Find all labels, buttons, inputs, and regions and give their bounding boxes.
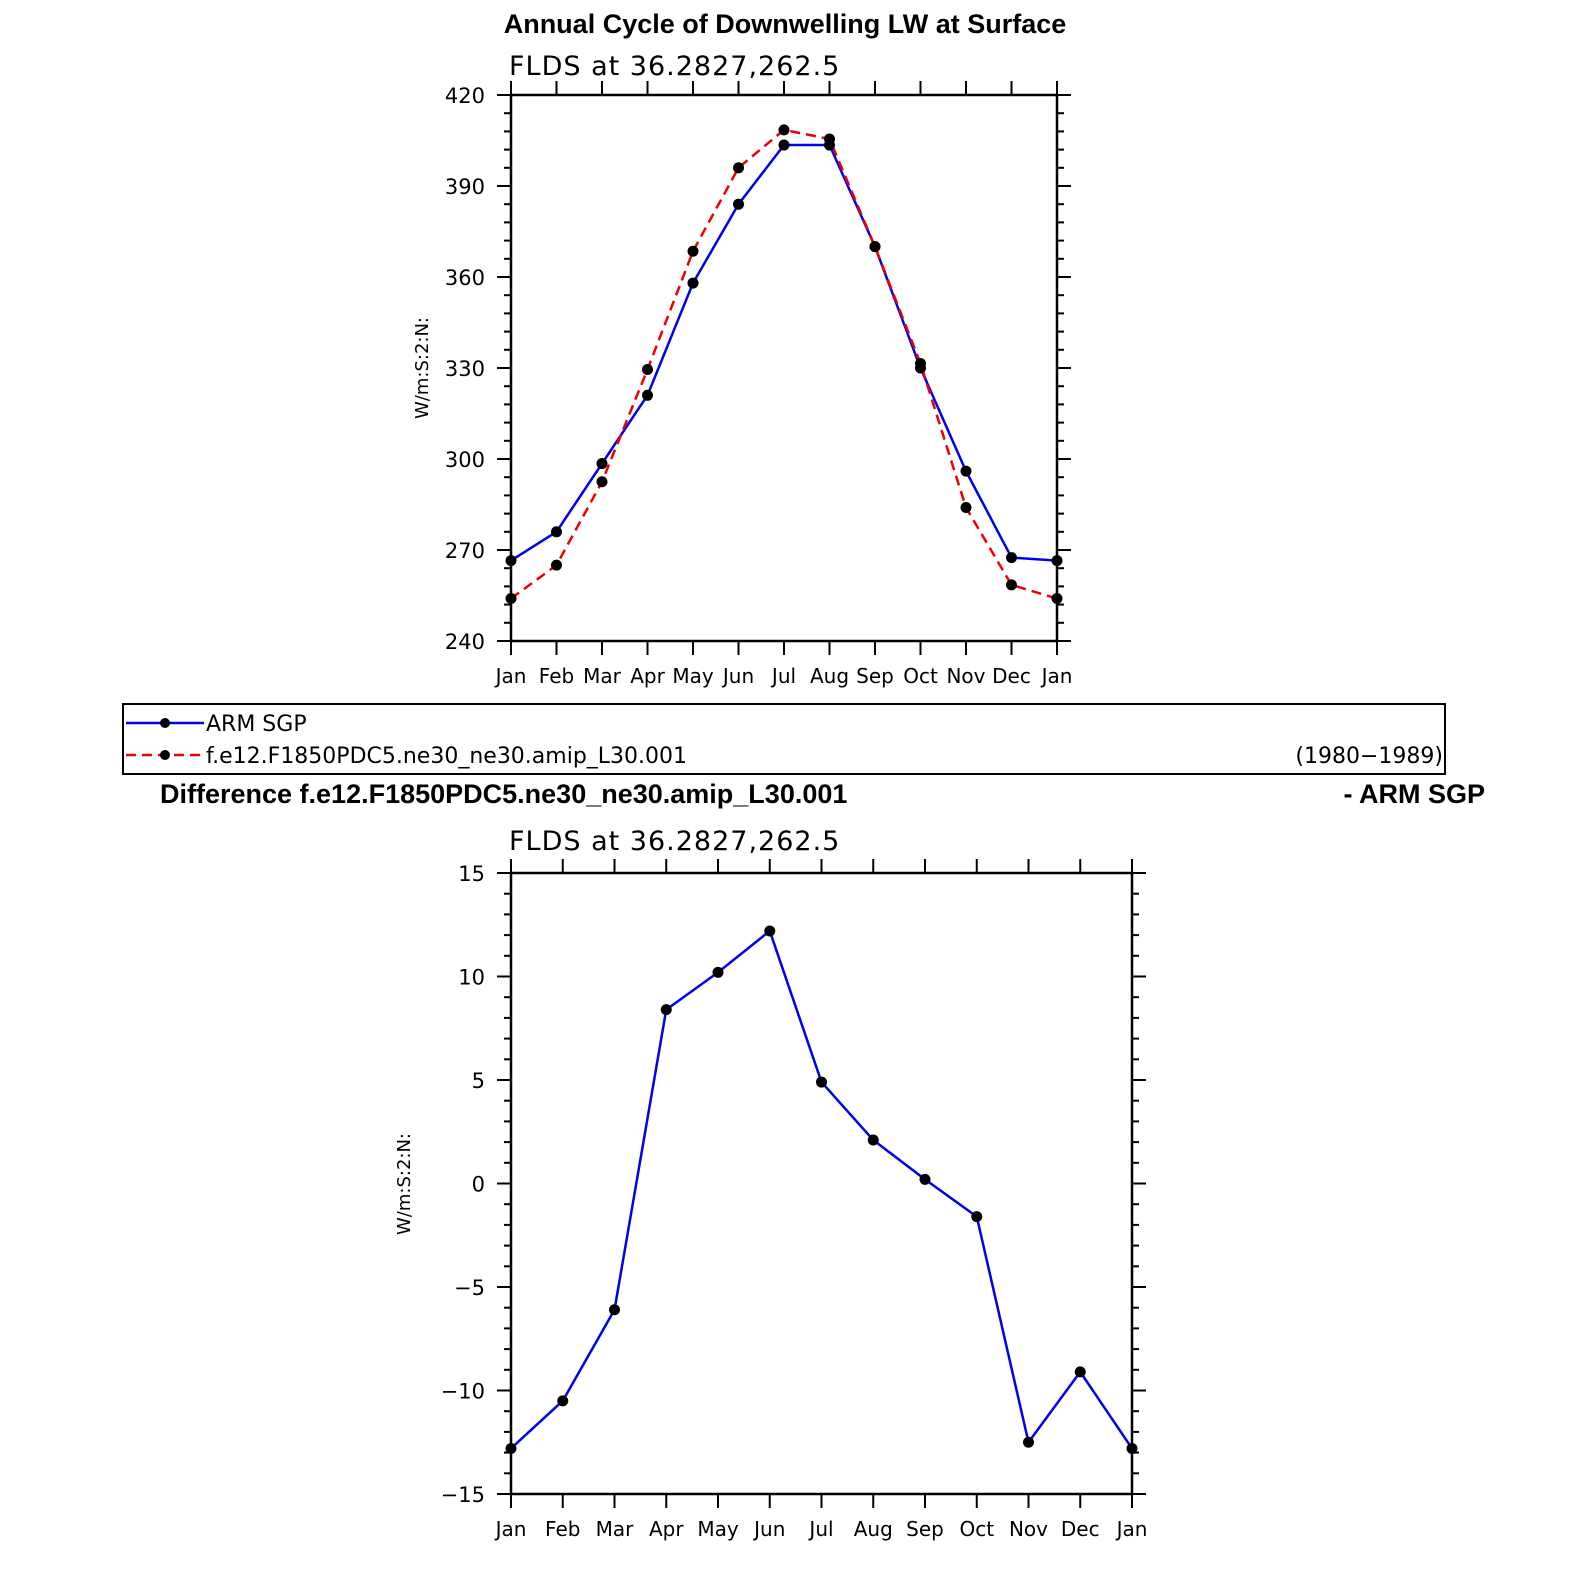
top-chart-data-point bbox=[642, 364, 653, 376]
top-chart-data-point bbox=[824, 133, 835, 145]
legend-period: (1980−1989) bbox=[1295, 744, 1443, 769]
top-chart-data-point bbox=[596, 458, 608, 470]
diff-chart-title-left: Difference f.e12.F1850PDC5.ne30_ne30.ami… bbox=[160, 779, 847, 809]
top-chart-data-point bbox=[960, 465, 972, 477]
top-chart-xtick-label: Dec bbox=[992, 664, 1031, 688]
top-chart-xtick-label: Sep bbox=[856, 664, 894, 688]
diff-chart-data-point bbox=[1074, 1366, 1086, 1378]
top-chart-data-point bbox=[915, 357, 926, 369]
top-chart-xtick-label: Jul bbox=[770, 664, 796, 688]
top-chart-xtick-label: Jan bbox=[494, 664, 527, 688]
top-chart-ytick-label: 300 bbox=[445, 448, 485, 472]
legend-frame bbox=[122, 703, 1446, 775]
diff-chart-data-point bbox=[764, 925, 776, 937]
diff-chart-data-point bbox=[712, 966, 724, 978]
top-chart-ytick-label: 240 bbox=[445, 630, 485, 654]
top-chart-data-point bbox=[960, 502, 972, 514]
top-chart-xtick-label: Jun bbox=[721, 664, 754, 688]
top-chart-ytick-label: 270 bbox=[445, 539, 485, 563]
diff-chart-xtick-label: Sep bbox=[906, 1517, 944, 1541]
diff-chart-xtick-label: Jun bbox=[752, 1517, 785, 1541]
diff-chart-data-point bbox=[816, 1076, 827, 1088]
diff-chart-ytick-label: 10 bbox=[458, 966, 485, 990]
diff-chart-xtick-label: Feb bbox=[545, 1517, 580, 1541]
top-chart-data-point bbox=[1051, 555, 1063, 567]
top-chart-xtick-label: Apr bbox=[630, 664, 665, 688]
diff-chart-ytick-label: −5 bbox=[454, 1276, 485, 1300]
top-chart-xtick-label: Feb bbox=[539, 664, 574, 688]
diff-chart-data-point bbox=[557, 1395, 569, 1407]
diff-chart-frame bbox=[509, 871, 1134, 1496]
top-chart-xtick-label: Aug bbox=[810, 664, 849, 688]
diff-chart-data-point bbox=[867, 1134, 879, 1146]
diff-chart-xtick-label: Jan bbox=[494, 1517, 527, 1541]
diff-chart-xtick-label: Nov bbox=[1009, 1517, 1048, 1541]
diff-chart-data-point bbox=[609, 1304, 620, 1316]
diff-chart-ytick-label: 5 bbox=[472, 1069, 485, 1093]
diff-chart-series-line-0 bbox=[510, 929, 1134, 1450]
legend-model-label: f.e12.F1850PDC5.ne30_ne30.amip_L30.001 bbox=[206, 744, 687, 769]
top-chart-data-point bbox=[778, 139, 790, 151]
top-chart-data-point bbox=[1006, 579, 1017, 591]
diff-chart-xtick-label: May bbox=[697, 1517, 739, 1541]
top-chart-frame bbox=[509, 93, 1059, 643]
diff-chart-xtick-label: Jul bbox=[807, 1517, 833, 1541]
diff-chart-xtick-label: Dec bbox=[1061, 1517, 1100, 1541]
diff-chart-title-right: - ARM SGP bbox=[1344, 779, 1486, 809]
top-chart-data-point bbox=[869, 241, 881, 253]
diff-chart-ytick-label: 15 bbox=[458, 862, 485, 886]
top-chart-data-point bbox=[687, 277, 699, 289]
top-chart-xtick-label: May bbox=[672, 664, 714, 688]
top-chart-data-point bbox=[778, 124, 790, 136]
diff-chart-xtick-label: Jan bbox=[1115, 1517, 1148, 1541]
diff-chart-xtick-label: Apr bbox=[649, 1517, 684, 1541]
diff-chart-xtick-label: Mar bbox=[596, 1517, 635, 1541]
top-chart-data-point bbox=[733, 162, 744, 174]
top-chart-xtick-label: Jan bbox=[1040, 664, 1073, 688]
legend-obs-label: ARM SGP bbox=[206, 712, 307, 737]
diff-chart-data-point bbox=[971, 1211, 983, 1223]
top-chart-xtick-label: Oct bbox=[903, 664, 938, 688]
legend-obs-marker bbox=[160, 718, 170, 728]
diff-chart-data-point bbox=[919, 1173, 931, 1185]
legend-model-marker bbox=[160, 750, 170, 760]
top-chart-ytick-label: 360 bbox=[445, 266, 485, 290]
diff-chart-data-point bbox=[505, 1442, 517, 1454]
top-chart-ylabel: W/m:S:2:N: bbox=[412, 317, 433, 419]
top-chart-data-point bbox=[642, 389, 653, 401]
top-chart-title: Annual Cycle of Downwelling LW at Surfac… bbox=[504, 9, 1067, 39]
top-chart-xtick-label: Mar bbox=[583, 664, 622, 688]
top-chart-subtitle: FLDS at 36.2827,262.5 bbox=[509, 51, 840, 82]
top-chart-data-point bbox=[505, 555, 517, 567]
top-chart-data-point bbox=[505, 593, 517, 605]
diff-chart-xtick-label: Aug bbox=[854, 1517, 893, 1541]
top-chart-ytick-label: 330 bbox=[445, 357, 485, 381]
top-chart-data-point bbox=[551, 526, 562, 538]
top-chart-data-point bbox=[687, 245, 699, 257]
diff-chart-data-point bbox=[1023, 1436, 1034, 1448]
top-chart-data-point bbox=[551, 559, 562, 571]
diff-chart-plot: −15 −10 −5 0 5 10 15 Jan Feb Mar Apr May Jun Jul Aug Se… bbox=[441, 859, 1148, 1541]
top-chart-ytick-label: 390 bbox=[445, 175, 485, 199]
diff-chart-ytick-label: −15 bbox=[441, 1483, 485, 1507]
diff-chart-ytick-label: −10 bbox=[441, 1380, 485, 1404]
top-chart-data-point bbox=[596, 476, 608, 488]
diff-chart-ytick-label: 0 bbox=[472, 1173, 485, 1197]
top-chart-plot: 240 270 300 330 360 390 420 Jan Feb Mar Apr May Jun J… bbox=[445, 81, 1073, 688]
diff-chart-ylabel: W/m:S:2:N: bbox=[394, 1133, 415, 1235]
diff-chart-xtick-label: Oct bbox=[959, 1517, 994, 1541]
diff-chart-subtitle: FLDS at 36.2827,262.5 bbox=[509, 826, 840, 857]
top-chart-series-line-1 bbox=[510, 128, 1058, 600]
top-chart-ytick-label: 420 bbox=[445, 84, 485, 108]
top-chart-data-point bbox=[1051, 593, 1063, 605]
top-chart-xtick-label: Nov bbox=[946, 664, 985, 688]
legend: ARM SGP f.e12.F1850PDC5.ne30_ne30.amip_L… bbox=[122, 703, 1446, 775]
top-chart-data-point bbox=[1006, 552, 1017, 564]
diff-chart-data-point bbox=[660, 1004, 672, 1016]
top-chart-data-point bbox=[733, 198, 744, 210]
diff-chart-data-point bbox=[1126, 1442, 1138, 1454]
